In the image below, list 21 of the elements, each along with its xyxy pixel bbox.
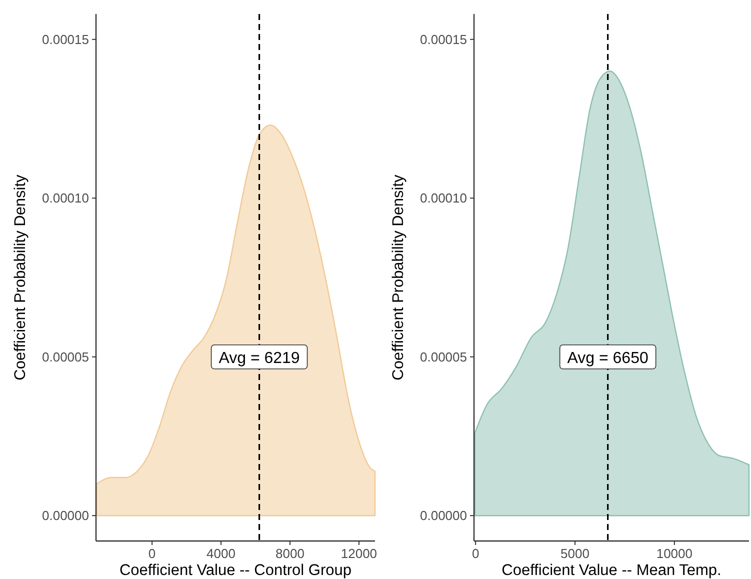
y-tick-label: 0.00005 [420, 349, 467, 364]
x-axis-title: Coefficient Value -- Control Group [119, 562, 352, 579]
x-axis-title: Coefficient Value -- Mean Temp. [502, 562, 722, 579]
y-tick-label: 0.00015 [420, 32, 467, 47]
x-tick-label: 4000 [206, 546, 236, 561]
y-axis-title: Coefficient Probability Density [12, 174, 29, 380]
y-tick-label: 0.00005 [42, 349, 89, 364]
ref-line-label: Avg = 6650 [567, 350, 648, 367]
x-tick-label: 10000 [656, 546, 693, 561]
y-tick-label: 0.00000 [42, 508, 89, 524]
y-tick-label: 0.00000 [420, 508, 467, 524]
x-tick-label: 12000 [340, 546, 378, 561]
x-tick-label: 5000 [560, 546, 590, 561]
x-tick-label: 8000 [276, 546, 304, 561]
x-tick-label: 0 [148, 546, 156, 561]
y-tick-label: 0.00010 [420, 190, 467, 206]
x-tick-label: 0 [472, 546, 480, 561]
y-tick-label: 0.00010 [42, 190, 89, 206]
y-tick-label: 0.00015 [42, 32, 89, 47]
y-axis-title: Coefficient Probability Density [390, 174, 407, 380]
ref-line-label: Avg = 6219 [218, 350, 300, 367]
